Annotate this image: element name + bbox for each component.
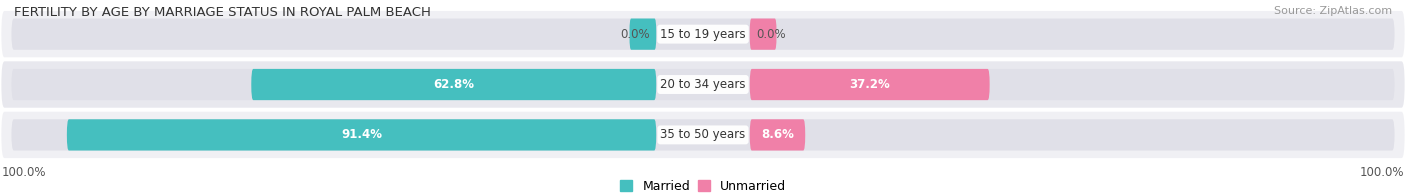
Text: 37.2%: 37.2% [849,78,890,91]
FancyBboxPatch shape [1,112,1405,158]
FancyBboxPatch shape [749,18,776,50]
Text: 35 to 50 years: 35 to 50 years [661,128,745,141]
Text: 91.4%: 91.4% [342,128,382,141]
Text: 62.8%: 62.8% [433,78,474,91]
Text: 100.0%: 100.0% [1,166,46,179]
Text: FERTILITY BY AGE BY MARRIAGE STATUS IN ROYAL PALM BEACH: FERTILITY BY AGE BY MARRIAGE STATUS IN R… [14,6,430,19]
Text: 15 to 19 years: 15 to 19 years [661,28,745,41]
FancyBboxPatch shape [1,11,1405,57]
FancyBboxPatch shape [11,119,1395,151]
Text: 8.6%: 8.6% [761,128,794,141]
FancyBboxPatch shape [11,69,1395,100]
Text: 0.0%: 0.0% [620,28,650,41]
FancyBboxPatch shape [67,119,657,151]
FancyBboxPatch shape [1,61,1405,108]
Text: 20 to 34 years: 20 to 34 years [661,78,745,91]
Text: 100.0%: 100.0% [1360,166,1405,179]
FancyBboxPatch shape [252,69,657,100]
FancyBboxPatch shape [11,18,1395,50]
Legend: Married, Unmarried: Married, Unmarried [614,175,792,196]
Text: 0.0%: 0.0% [756,28,786,41]
FancyBboxPatch shape [630,18,657,50]
Text: Source: ZipAtlas.com: Source: ZipAtlas.com [1274,6,1392,16]
FancyBboxPatch shape [749,119,806,151]
FancyBboxPatch shape [749,69,990,100]
